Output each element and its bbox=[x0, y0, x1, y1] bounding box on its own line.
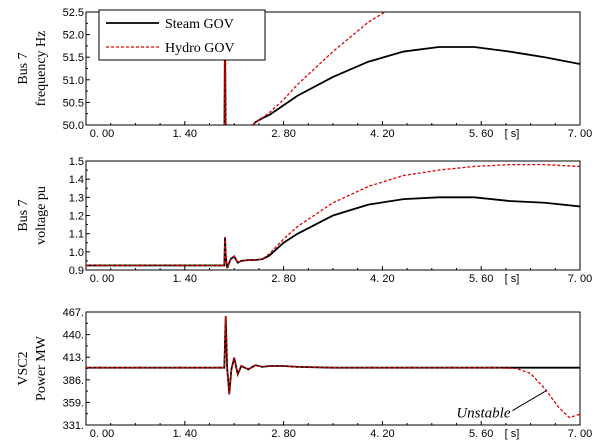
y-tick-label: 52.0 bbox=[63, 30, 84, 42]
x-axis-unit: [ s] bbox=[505, 128, 520, 140]
y-tick-label: 331. bbox=[63, 420, 84, 432]
x-axis-unit: [ s] bbox=[505, 273, 520, 285]
y-tick-label: 467. bbox=[63, 307, 84, 319]
y-tick-label: 1.1 bbox=[69, 229, 84, 241]
annotation-label: Unstable bbox=[456, 406, 511, 422]
y-tick-label: 50.0 bbox=[63, 120, 84, 132]
chart-panel-3: 0. 00 1. 40 2. 80 4. 20 5. 60 7. 00 [ s] 331. 35… bbox=[16, 307, 592, 440]
x-tick-label: 7. 00 bbox=[568, 273, 592, 285]
y-tick-label: 50.5 bbox=[63, 97, 84, 109]
y-tick-label: 1.3 bbox=[69, 192, 84, 204]
y-axis-label: VSC2 bbox=[16, 351, 31, 385]
x-tick-label: 1. 40 bbox=[173, 128, 197, 140]
x-tick-label: 4. 20 bbox=[370, 273, 394, 285]
x-tick-label: 2. 80 bbox=[271, 273, 295, 285]
legend-box bbox=[98, 9, 266, 61]
y-tick-label: 413. bbox=[63, 352, 84, 364]
y-tick-label: 51.0 bbox=[63, 75, 84, 87]
x-tick-label: 4. 20 bbox=[370, 128, 394, 140]
y-axis-label: voltage pu bbox=[34, 186, 49, 245]
x-tick-label: 1. 40 bbox=[173, 273, 197, 285]
y-axis-label: Bus 7 bbox=[16, 199, 31, 231]
y-axis-label: Power MW bbox=[34, 335, 49, 401]
x-tick-label: 2. 80 bbox=[271, 428, 295, 440]
x-tick-label: 1. 40 bbox=[173, 428, 197, 440]
x-tick-label: 5. 60 bbox=[469, 273, 493, 285]
y-tick-label: 51.5 bbox=[63, 52, 84, 64]
x-tick-label: 7. 00 bbox=[568, 128, 592, 140]
x-tick-label: 2. 80 bbox=[271, 128, 295, 140]
series-line-steam-gov bbox=[86, 316, 580, 395]
y-axis-label: Bus 7 bbox=[16, 52, 31, 84]
y-tick-label: 0.9 bbox=[69, 265, 84, 277]
x-tick-label: 0. 00 bbox=[90, 273, 114, 285]
x-axis-unit: [ s] bbox=[505, 428, 520, 440]
x-tick-label: 4. 20 bbox=[370, 428, 394, 440]
y-tick-label: 1.4 bbox=[69, 174, 84, 186]
series-line-steam-gov bbox=[86, 196, 580, 269]
series-line-hydro-gov bbox=[86, 316, 580, 419]
y-tick-label: 359. bbox=[63, 397, 84, 409]
x-tick-label: 5. 60 bbox=[469, 428, 493, 440]
y-axis-label: frequency Hz bbox=[34, 31, 49, 107]
y-tick-label: 52.5 bbox=[63, 7, 84, 19]
y-tick-label: 386. bbox=[63, 375, 84, 387]
x-tick-label: 0. 00 bbox=[90, 428, 114, 440]
y-tick-label: 1.2 bbox=[69, 211, 84, 223]
chart-panel-2: 0. 00 1. 40 2. 80 4. 20 5. 60 7. 00 [ s] 0.9 1.0… bbox=[16, 156, 592, 285]
legend-label: Hydro GOV bbox=[165, 41, 235, 56]
series-line-hydro-gov bbox=[223, 12, 387, 125]
x-tick-label: 0. 00 bbox=[90, 128, 114, 140]
y-tick-label: 1.0 bbox=[69, 247, 84, 259]
x-tick-label: 7. 00 bbox=[568, 428, 592, 440]
y-tick-label: 440. bbox=[63, 330, 84, 342]
chart-panel-1: 0. 00 1. 40 2. 80 4. 20 5. 60 7. 00 [ s] 50.0 50… bbox=[16, 7, 592, 140]
x-tick-label: 5. 60 bbox=[469, 128, 493, 140]
legend-label: Steam GOV bbox=[165, 17, 234, 32]
y-tick-label: 1.5 bbox=[69, 156, 84, 168]
annotation-pointer bbox=[512, 390, 547, 411]
